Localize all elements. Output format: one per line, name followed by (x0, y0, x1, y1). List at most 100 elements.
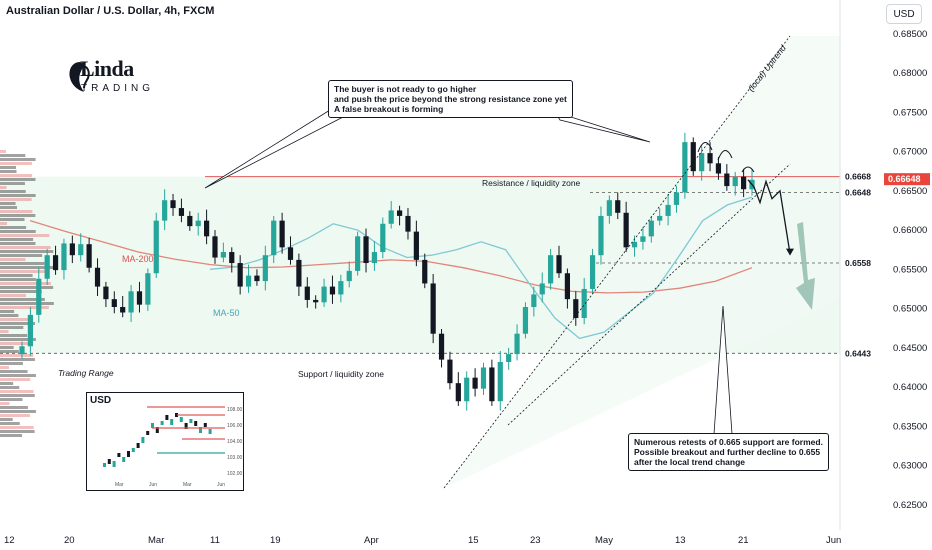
candle-up (371, 252, 378, 264)
volume-profile-bar (0, 322, 36, 325)
inset-candle (107, 459, 111, 464)
candle-up (153, 220, 159, 274)
logo-subtitle: TRADING (81, 83, 154, 94)
volume-profile-bar (0, 214, 36, 217)
shoulder-arc (697, 142, 713, 153)
price-tick-label: 0.63000 (893, 461, 927, 472)
candle-up (682, 142, 688, 193)
top-callout-line: and push the price beyond the strong res… (334, 94, 567, 104)
candle-up (665, 204, 671, 216)
volume-profile-bar (0, 234, 50, 237)
logo-head-icon (69, 62, 90, 92)
candle-down (564, 273, 571, 300)
price-tick-label: 0.66500 (893, 186, 927, 197)
time-tick-label: Jun (826, 535, 841, 546)
volume-profile-bar (0, 286, 54, 289)
head-arc (717, 150, 733, 161)
candle-up (388, 210, 394, 224)
price-tick-label: 0.65000 (893, 304, 927, 315)
volume-profile-bar (0, 374, 36, 377)
time-tick-label: 13 (675, 535, 686, 546)
volume-profile-bar (0, 382, 14, 385)
volume-profile-bar (0, 418, 13, 421)
candle-down (615, 200, 621, 213)
volume-profile-bar (0, 298, 45, 301)
inset-candle (155, 427, 159, 433)
level-label: 0.6648 (845, 187, 871, 197)
time-tick-label: 21 (738, 535, 749, 546)
volume-profile-bar (0, 254, 43, 257)
volume-profile-bar (0, 226, 27, 229)
projection-path (747, 179, 791, 254)
candle-down (623, 212, 629, 248)
candle-up (598, 215, 604, 256)
volume-profile-bar (0, 154, 26, 157)
volume-profile-bar (0, 282, 51, 285)
price-tick-label: 0.64000 (893, 382, 927, 393)
candle-up (522, 307, 529, 334)
volume-profile-bar (0, 158, 36, 161)
candle-down (489, 367, 495, 402)
volume-profile-bar (0, 386, 20, 389)
inset-candle (170, 419, 174, 425)
inset-candle (194, 421, 198, 426)
volume-profile-bar (0, 230, 36, 233)
usd-inset-chart: USD 108.00 106.00 104.00 103.00 102.00 Mar Jun… (86, 392, 244, 491)
volume-profile-bar (0, 350, 19, 353)
resistance-label: Resistance / liquidity zone (482, 178, 581, 188)
time-tick-label: 19 (270, 535, 281, 546)
candle-down (455, 383, 461, 402)
volume-profile-bar (0, 294, 27, 297)
volume-profile-bar (0, 174, 33, 177)
last-price-tag (884, 173, 930, 186)
candle-down (304, 286, 310, 300)
candle-down (94, 267, 101, 287)
time-tick-label: 11 (210, 535, 220, 546)
inset-x-tick: Mar (115, 482, 124, 488)
volume-profile-bar (0, 358, 35, 361)
volume-profile-bar (0, 270, 50, 273)
price-tick-label: 0.65500 (893, 264, 927, 275)
time-tick-label: 20 (64, 535, 75, 546)
bottom-callout-line: Numerous retests of 0.665 support are fo… (634, 437, 823, 447)
inset-candle (146, 431, 150, 435)
time-tick-label: Apr (364, 535, 379, 546)
candle-down (741, 176, 747, 190)
candle-up (355, 236, 361, 271)
candle-up (464, 377, 470, 402)
candle-down (212, 236, 218, 258)
inset-x-tick: Jun (149, 482, 157, 488)
candle-up (61, 243, 67, 271)
inset-y-tick: 106.00 (227, 423, 243, 429)
candle-down (363, 236, 369, 264)
level-label: 0.6443 (845, 348, 871, 358)
volume-profile-bar (0, 162, 32, 165)
candle-up (271, 220, 277, 256)
price-tick-label: 0.66000 (893, 225, 927, 236)
volume-profile-bar (0, 310, 15, 313)
inset-x-tick: Jun (217, 482, 225, 488)
volume-profile-bar (0, 390, 34, 393)
volume-profile-bar (0, 330, 9, 333)
inset-title: USD (90, 395, 112, 406)
volume-profile-bar (0, 250, 54, 253)
top-callout: The buyer is not ready to go higher and … (328, 80, 573, 118)
volume-profile-bar (0, 210, 33, 213)
candle-down (136, 291, 143, 305)
level-label: 0.6668 (845, 172, 871, 182)
inset-candle (151, 423, 154, 428)
candle-down (86, 244, 92, 268)
currency-button[interactable]: USD (886, 4, 922, 24)
candle-up (321, 286, 327, 303)
volume-profile-bar (0, 402, 10, 405)
linda-trading-logo: Linda TRADING (66, 56, 166, 98)
candle-down (573, 299, 579, 318)
volume-profile-bar (0, 306, 49, 309)
volume-profile-bar (0, 342, 31, 345)
candle-up (506, 354, 512, 362)
candle-up (380, 223, 386, 253)
candle-down (447, 359, 453, 384)
volume-profile-bar (0, 354, 34, 357)
volume-profile-bar (0, 178, 36, 181)
